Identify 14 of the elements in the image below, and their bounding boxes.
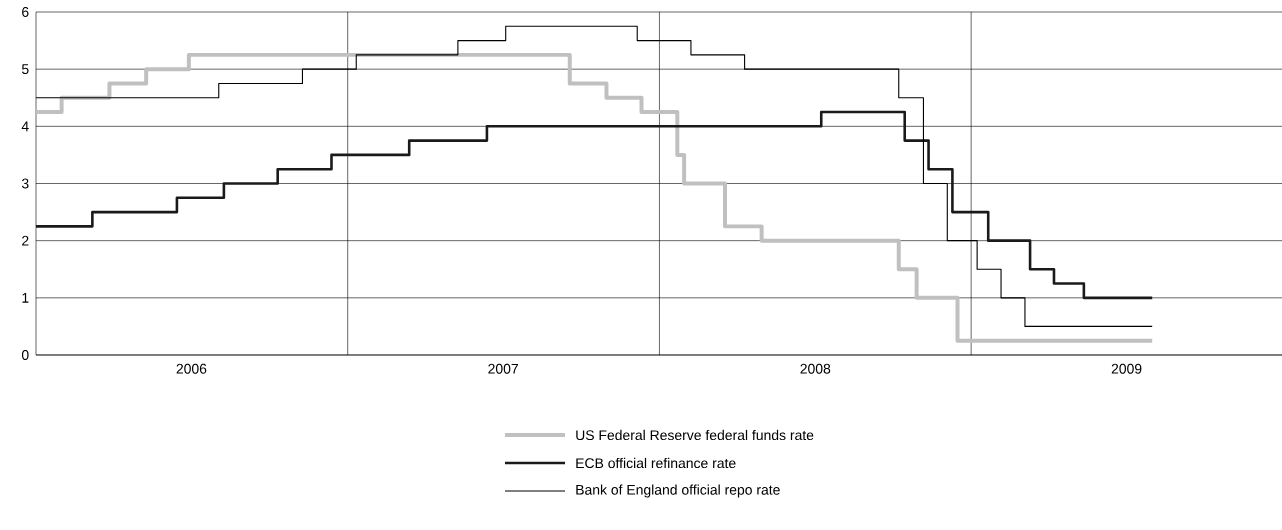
y-tick-label: 0 <box>21 350 29 360</box>
y-tick-label: 5 <box>21 64 29 75</box>
y-tick-label: 6 <box>22 7 29 17</box>
x-tick-label: 2006 <box>176 363 207 374</box>
y-tick-label: 2 <box>22 235 29 246</box>
x-tick-label: 2007 <box>488 363 518 374</box>
x-tick-label: 2008 <box>800 363 831 374</box>
y-tick-label: 4 <box>21 121 29 132</box>
y-tick-label: 3 <box>21 178 29 189</box>
legend-label: US Federal Reserve federal funds rate <box>576 429 814 441</box>
legend-label: ECB official refinance rate <box>576 457 736 469</box>
y-tick-label: 1 <box>22 293 29 303</box>
x-tick-label: 2009 <box>1111 363 1142 374</box>
legend-label: Bank of England official repo rate <box>576 484 780 498</box>
